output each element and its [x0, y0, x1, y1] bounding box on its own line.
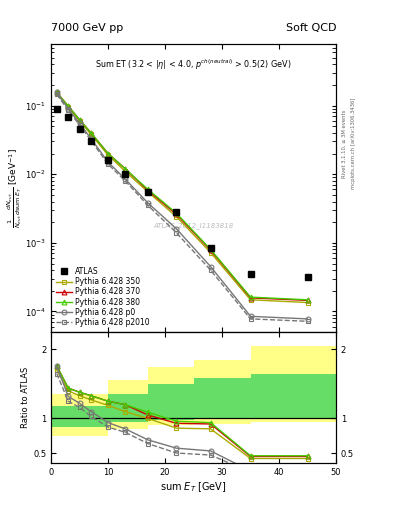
Pythia 6.428 370 [145, 187, 150, 194]
Y-axis label: $\frac{1}{N_{evt}}\frac{d N_{evt}}{d\mathrm{sum}\ E_T}$ [GeV$^{-1}$]: $\frac{1}{N_{evt}}\frac{d N_{evt}}{d\mat… [5, 148, 24, 228]
Text: Soft QCD: Soft QCD [286, 24, 336, 33]
Pythia 6.428 380 [305, 297, 310, 303]
Pythia 6.428 370 [248, 295, 253, 301]
Pythia 6.428 p2010 [106, 161, 110, 167]
Pythia 6.428 p2010 [77, 122, 82, 128]
Text: ATLAS_2012_I1183818: ATLAS_2012_I1183818 [153, 222, 234, 229]
X-axis label: sum $E_T$ [GeV]: sum $E_T$ [GeV] [160, 480, 227, 494]
Pythia 6.428 350 [54, 90, 59, 96]
Pythia 6.428 370 [305, 297, 310, 304]
Pythia 6.428 370 [174, 211, 179, 218]
Pythia 6.428 370 [77, 117, 82, 123]
Text: mcplots.cern.ch [arXiv:1306.3436]: mcplots.cern.ch [arXiv:1306.3436] [351, 98, 356, 189]
Line: Pythia 6.428 p2010: Pythia 6.428 p2010 [54, 92, 310, 324]
Pythia 6.428 p2010 [208, 267, 213, 273]
Y-axis label: Ratio to ATLAS: Ratio to ATLAS [21, 367, 30, 429]
Pythia 6.428 380 [66, 103, 71, 109]
ATLAS [106, 157, 110, 163]
Pythia 6.428 350 [208, 249, 213, 255]
ATLAS [305, 274, 310, 280]
Pythia 6.428 p0 [54, 90, 59, 96]
Pythia 6.428 p0 [174, 226, 179, 232]
Pythia 6.428 p2010 [174, 230, 179, 236]
Pythia 6.428 p0 [208, 264, 213, 270]
ATLAS [174, 209, 179, 215]
Pythia 6.428 p0 [106, 159, 110, 165]
Pythia 6.428 370 [54, 90, 59, 96]
Pythia 6.428 p2010 [248, 316, 253, 322]
Pythia 6.428 350 [77, 118, 82, 124]
Pythia 6.428 350 [174, 214, 179, 220]
ATLAS [123, 171, 127, 177]
Pythia 6.428 350 [123, 168, 127, 175]
Pythia 6.428 p2010 [66, 108, 71, 114]
Pythia 6.428 380 [89, 130, 94, 136]
Pythia 6.428 p2010 [145, 202, 150, 208]
Pythia 6.428 380 [174, 210, 179, 216]
Pythia 6.428 380 [106, 151, 110, 157]
Pythia 6.428 350 [106, 152, 110, 158]
Pythia 6.428 370 [106, 151, 110, 157]
Pythia 6.428 p2010 [305, 318, 310, 325]
ATLAS [77, 126, 82, 133]
Pythia 6.428 p0 [123, 176, 127, 182]
Pythia 6.428 p0 [89, 136, 94, 142]
Line: Pythia 6.428 380: Pythia 6.428 380 [54, 90, 310, 302]
Pythia 6.428 350 [145, 189, 150, 195]
Pythia 6.428 370 [89, 130, 94, 136]
ATLAS [66, 114, 71, 120]
Text: Sum ET (3.2 < |$\eta$| < 4.0, $p^{ch(neutral)}$ > 0.5(2) GeV): Sum ET (3.2 < |$\eta$| < 4.0, $p^{ch(neu… [95, 58, 292, 72]
Pythia 6.428 370 [208, 247, 213, 253]
Line: ATLAS: ATLAS [54, 106, 310, 280]
Line: Pythia 6.428 p0: Pythia 6.428 p0 [54, 90, 310, 322]
Pythia 6.428 p0 [145, 200, 150, 206]
Pythia 6.428 380 [248, 294, 253, 300]
Text: Rivet 3.1.10, ≥ 3M events: Rivet 3.1.10, ≥ 3M events [342, 109, 346, 178]
Pythia 6.428 p0 [77, 120, 82, 126]
Pythia 6.428 350 [248, 297, 253, 303]
Text: 7000 GeV pp: 7000 GeV pp [51, 24, 123, 33]
Pythia 6.428 350 [305, 300, 310, 306]
Pythia 6.428 380 [145, 186, 150, 193]
Pythia 6.428 350 [66, 104, 71, 110]
Pythia 6.428 380 [123, 166, 127, 172]
Pythia 6.428 p2010 [89, 137, 94, 143]
Pythia 6.428 p2010 [123, 178, 127, 184]
Legend: ATLAS, Pythia 6.428 350, Pythia 6.428 370, Pythia 6.428 380, Pythia 6.428 p0, Py: ATLAS, Pythia 6.428 350, Pythia 6.428 37… [55, 266, 151, 328]
ATLAS [54, 106, 59, 113]
Pythia 6.428 370 [66, 103, 71, 109]
Pythia 6.428 350 [89, 131, 94, 137]
Pythia 6.428 380 [77, 117, 82, 123]
Pythia 6.428 p0 [248, 313, 253, 319]
Line: Pythia 6.428 350: Pythia 6.428 350 [54, 91, 310, 305]
Pythia 6.428 p0 [305, 316, 310, 322]
Pythia 6.428 380 [208, 246, 213, 252]
Pythia 6.428 370 [123, 166, 127, 172]
ATLAS [208, 245, 213, 251]
Pythia 6.428 380 [54, 90, 59, 96]
ATLAS [248, 271, 253, 277]
ATLAS [145, 189, 150, 195]
Line: Pythia 6.428 370: Pythia 6.428 370 [54, 90, 310, 303]
Pythia 6.428 p2010 [54, 91, 59, 97]
ATLAS [89, 138, 94, 144]
Pythia 6.428 p0 [66, 105, 71, 112]
